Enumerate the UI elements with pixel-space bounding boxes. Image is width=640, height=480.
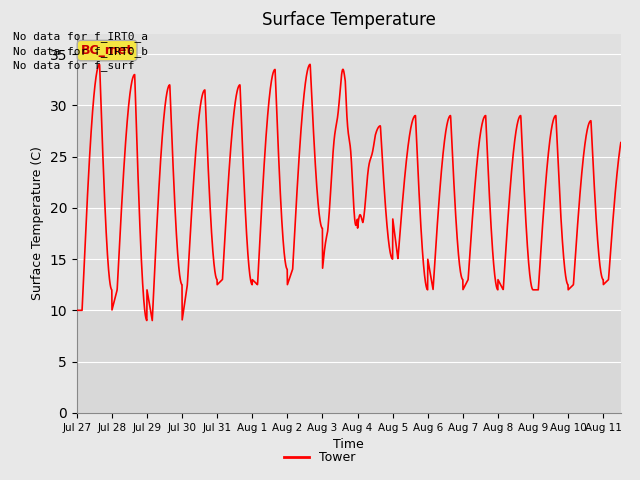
Bar <box>77 208 621 310</box>
Text: No data for f_IRT0_b: No data for f_IRT0_b <box>13 46 148 57</box>
Y-axis label: Surface Temperature (C): Surface Temperature (C) <box>31 146 44 300</box>
X-axis label: Time: Time <box>333 438 364 451</box>
Bar <box>77 105 621 208</box>
Title: Surface Temperature: Surface Temperature <box>262 11 436 29</box>
Text: No data for f_surf: No data for f_surf <box>13 60 134 71</box>
Text: BC_met: BC_met <box>81 44 133 57</box>
Text: No data for f_IRT0_a: No data for f_IRT0_a <box>13 31 148 42</box>
Bar <box>77 34 621 105</box>
Legend: Tower: Tower <box>279 446 361 469</box>
Bar <box>77 310 621 413</box>
